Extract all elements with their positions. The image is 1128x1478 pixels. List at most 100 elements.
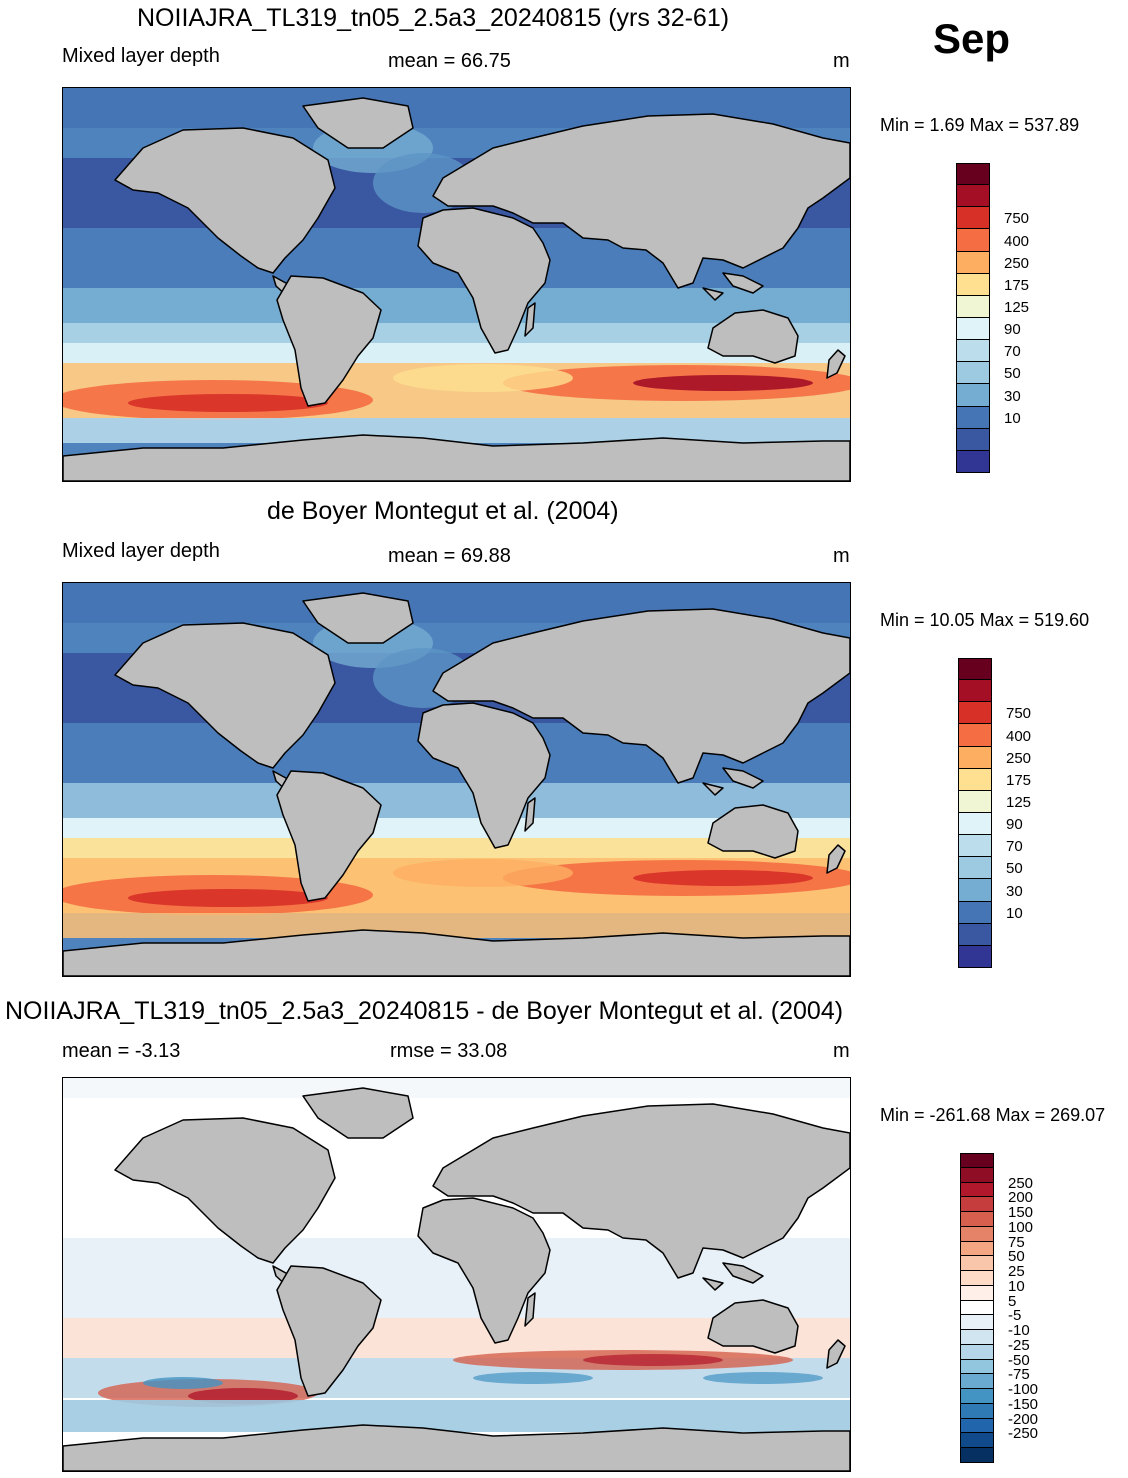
colorbar-box [960, 1153, 994, 1168]
panel3-unit-label: m [833, 1040, 850, 1062]
colorbar-box [956, 340, 990, 363]
colorbar-box [956, 207, 990, 230]
colorbar-box [958, 768, 992, 791]
colorbar-label: 125 [1004, 298, 1030, 316]
colorbar-box [960, 1389, 994, 1404]
colorbar-box [960, 1226, 994, 1242]
panel3-minmax: Min = -261.68 Max = 269.07 [880, 1105, 1106, 1125]
colorbar-label: 30 [1004, 387, 1021, 405]
colorbar-label: -10 [1008, 1322, 1030, 1340]
colorbar-label: 750 [1004, 210, 1030, 228]
colorbar-box [956, 450, 990, 473]
panel1-colorbar: 750 400 250 175 125 90 70 50 30 10 [956, 163, 1036, 473]
colorbar-label: 30 [1006, 882, 1023, 900]
colorbar-label: 90 [1006, 816, 1023, 834]
colorbar-box [960, 1256, 994, 1272]
colorbar-label: 750 [1006, 705, 1032, 723]
colorbar-box [960, 1330, 994, 1345]
colorbar-label: 125 [1006, 793, 1032, 811]
panel2-title: de Boyer Montegut et al. (2004) [267, 497, 619, 525]
colorbar-label: 200 [1008, 1189, 1034, 1207]
colorbar-box [958, 680, 992, 703]
colorbar-box [958, 724, 992, 747]
colorbar-label: 100 [1008, 1218, 1034, 1236]
colorbar-box [960, 1418, 994, 1434]
colorbar-label: 250 [1008, 1174, 1034, 1192]
colorbar-label: -150 [1008, 1395, 1039, 1413]
colorbar-label: 70 [1004, 343, 1021, 361]
panel2-unit-label: m [833, 545, 850, 567]
colorbar-label: 10 [1006, 904, 1023, 922]
colorbar-label: -200 [1008, 1410, 1039, 1428]
colorbar-label: 400 [1006, 727, 1032, 745]
panel1-mean-label: mean = 66.75 [388, 50, 511, 72]
panel2-mean-label: mean = 69.88 [388, 545, 511, 567]
colorbar-box [960, 1403, 994, 1419]
colorbar-box [958, 923, 992, 946]
colorbar-box [956, 428, 990, 451]
month-label: Sep [933, 15, 1011, 62]
panel3-rmse-label: rmse = 33.08 [390, 1040, 508, 1062]
panel3-title: NOIIAJRA_TL319_tn05_2.5a3_20240815 - de … [5, 997, 844, 1025]
panel1-map [62, 87, 851, 482]
colorbar-box [956, 163, 990, 186]
panel2-minmax: Min = 10.05 Max = 519.60 [880, 610, 1090, 630]
colorbar-box [956, 384, 990, 407]
colorbar-label: 75 [1008, 1233, 1025, 1251]
panel1-title: NOIIAJRA_TL319_tn05_2.5a3_20240815 (yrs … [137, 4, 730, 32]
colorbar-box [960, 1197, 994, 1213]
colorbar-label: 90 [1004, 321, 1021, 339]
colorbar-box [960, 1300, 994, 1316]
colorbar-label: 70 [1006, 838, 1023, 856]
panel1-variable-label: Mixed layer depth [62, 45, 220, 67]
colorbar-label: -100 [1008, 1381, 1039, 1399]
panel3-map [62, 1077, 851, 1472]
colorbar-box [958, 901, 992, 924]
colorbar-label: 175 [1006, 771, 1032, 789]
colorbar-box [960, 1344, 994, 1360]
colorbar-box [960, 1212, 994, 1227]
colorbar-box [958, 813, 992, 836]
panel2-colorbar: 750 400 250 175 125 90 70 50 30 10 [958, 658, 1038, 968]
panel2-map [62, 582, 851, 977]
panel1-unit-label: m [833, 50, 850, 72]
colorbar-box [958, 835, 992, 858]
colorbar-label: 175 [1004, 276, 1030, 294]
colorbar-label: 25 [1008, 1263, 1025, 1281]
colorbar-box [958, 945, 992, 968]
colorbar-box [958, 857, 992, 880]
colorbar-box [958, 746, 992, 769]
colorbar-label: -75 [1008, 1366, 1030, 1384]
colorbar-box [956, 273, 990, 296]
colorbar-box [960, 1167, 994, 1183]
colorbar-box [956, 185, 990, 208]
colorbar-box [960, 1271, 994, 1286]
colorbar-box [958, 702, 992, 725]
colorbar-box [958, 658, 992, 681]
colorbar-label: -25 [1008, 1336, 1030, 1354]
colorbar-label: 250 [1004, 254, 1030, 272]
colorbar-label: -50 [1008, 1351, 1030, 1369]
colorbar-box [956, 362, 990, 385]
colorbar-box [956, 229, 990, 252]
colorbar-box [960, 1448, 994, 1463]
panel3-mean-label: mean = -3.13 [62, 1040, 181, 1062]
panel3-colorbar: 250 200 150 100 75 50 25 10 5 -5 -10 -25 -50 -75 -100-… [960, 1153, 1040, 1463]
colorbar-box [960, 1182, 994, 1198]
colorbar-box [956, 318, 990, 341]
colorbar-label: 400 [1004, 232, 1030, 250]
colorbar-label: -5 [1008, 1307, 1022, 1325]
colorbar-box [958, 790, 992, 813]
colorbar-box [960, 1241, 994, 1257]
colorbar-box [960, 1315, 994, 1331]
colorbar-box [956, 251, 990, 274]
colorbar-box [958, 879, 992, 902]
colorbar-label: 5 [1008, 1292, 1017, 1310]
colorbar-box [960, 1374, 994, 1390]
colorbar-label: 10 [1008, 1277, 1025, 1295]
colorbar-label: 250 [1006, 749, 1032, 767]
colorbar-label: -250 [1008, 1425, 1039, 1443]
colorbar-label: 150 [1008, 1204, 1034, 1222]
colorbar-box [956, 295, 990, 318]
colorbar-label: 10 [1004, 409, 1021, 427]
